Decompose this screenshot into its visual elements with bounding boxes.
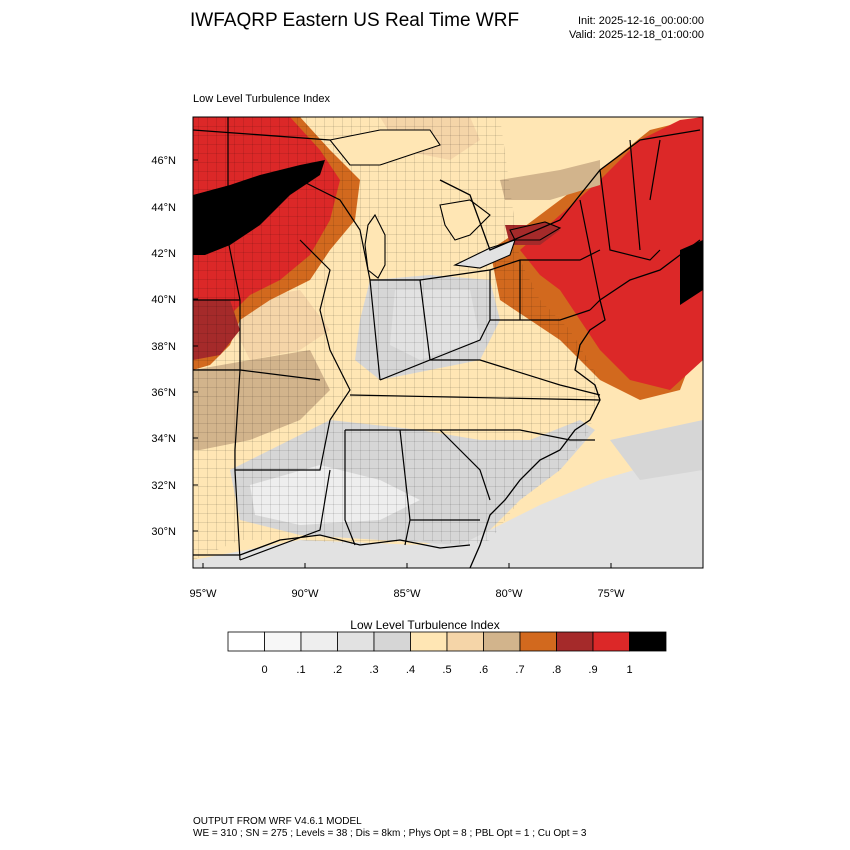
colorbar-tick-label: .5 <box>442 664 451 676</box>
colorbar-title: Low Level Turbulence Index <box>350 618 500 632</box>
footer-settings: WE = 310 ; SN = 275 ; Levels = 38 ; Dis … <box>193 828 587 839</box>
state-boundaries <box>193 117 661 561</box>
lon-label: 75°W <box>597 588 625 600</box>
lake-superior <box>329 129 441 166</box>
lat-label: 46°N <box>151 155 176 167</box>
colorbar-swatch <box>592 631 630 652</box>
lon-axis: 95°W 90°W 85°W 80°W 75°W <box>189 563 625 600</box>
colorbar <box>227 631 667 652</box>
field-atlantic-grey <box>610 420 703 480</box>
panel-title: Low Level Turbulence Index <box>193 93 330 105</box>
field-black-east <box>680 240 703 305</box>
lat-label: 30°N <box>151 526 176 538</box>
international-border <box>193 129 701 251</box>
colorbar-swatch <box>410 631 448 652</box>
lat-axis: 46°N 44°N 42°N 40°N 38°N 36°N 34°N 32°N … <box>151 155 198 538</box>
colorbar-tick-label: .7 <box>515 664 524 676</box>
lat-label: 40°N <box>151 294 176 306</box>
colorbar-swatch <box>373 631 411 652</box>
colorbar-swatch <box>446 631 484 652</box>
lat-label: 34°N <box>151 433 176 445</box>
lat-label: 36°N <box>151 387 176 399</box>
colorbar-swatch <box>629 631 667 652</box>
lon-label: 95°W <box>189 588 217 600</box>
map-frame <box>192 116 704 569</box>
colorbar-swatch <box>264 631 302 652</box>
field-red-east <box>520 117 703 390</box>
colorbar-swatch <box>483 631 521 652</box>
colorbar-tick-label: 0 <box>261 664 267 676</box>
field-canada-tan2 <box>500 160 600 200</box>
model-footer: OUTPUT FROM WRF V4.6.1 MODEL WE = 310 ; … <box>193 816 586 840</box>
lake-erie <box>453 239 516 269</box>
county-boundaries <box>193 117 600 560</box>
lon-label: 85°W <box>393 588 421 600</box>
lake-huron <box>439 199 491 241</box>
coastline <box>193 239 701 568</box>
colorbar-swatch <box>337 631 375 652</box>
colorbar-tick-label: .4 <box>406 664 415 676</box>
lat-label: 42°N <box>151 248 176 260</box>
colorbar-tick-label: .1 <box>296 664 305 676</box>
colorbar-tick-label: 1 <box>626 664 632 676</box>
init-time: Init: 2025-12-16_00:00:00 <box>578 15 704 27</box>
valid-time: Valid: 2025-12-18_01:00:00 <box>569 29 704 41</box>
lake-michigan <box>364 213 386 279</box>
colorbar-tick-label: .6 <box>479 664 488 676</box>
page-title: IWFAQRP Eastern US Real Time WRF <box>190 10 520 31</box>
lon-label: 80°W <box>495 588 523 600</box>
map-field <box>193 117 703 568</box>
colorbar-labels: 0 .1 .2 .3 .4 .5 .6 .7 .8 .9 1 <box>261 664 632 676</box>
lon-label: 90°W <box>291 588 319 600</box>
colorbar-tick-label: .3 <box>369 664 378 676</box>
colorbar-tick-label: .8 <box>552 664 561 676</box>
field-gulf <box>193 450 703 568</box>
lat-label: 44°N <box>151 202 176 214</box>
lat-label: 38°N <box>151 341 176 353</box>
colorbar-tick-label: .9 <box>588 664 597 676</box>
colorbar-swatch <box>519 631 557 652</box>
colorbar-swatch <box>300 631 338 652</box>
lat-label: 32°N <box>151 480 176 492</box>
colorbar-swatch <box>227 631 265 652</box>
run-times: Init: 2025-12-16_00:00:00 Valid: 2025-12… <box>569 14 704 42</box>
footer-model: OUTPUT FROM WRF V4.6.1 MODEL <box>193 816 362 827</box>
colorbar-tick-label: .2 <box>333 664 342 676</box>
colorbar-swatch <box>556 631 594 652</box>
